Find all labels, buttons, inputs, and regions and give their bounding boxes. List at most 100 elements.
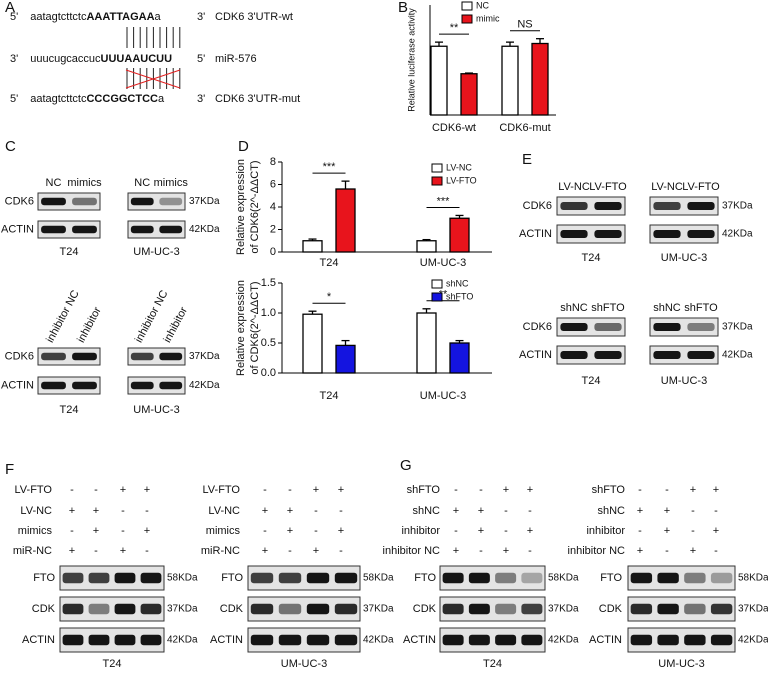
lane-label: mimics bbox=[154, 177, 189, 189]
row-label: FTO bbox=[221, 572, 243, 584]
blot-band bbox=[653, 323, 681, 331]
lane-label: NC bbox=[46, 177, 62, 189]
strand-end: 5' bbox=[197, 53, 205, 65]
condition-sign: - bbox=[121, 505, 125, 517]
bar bbox=[531, 42, 549, 116]
row-label: CDK6 bbox=[523, 200, 552, 212]
condition-sign: - bbox=[454, 525, 458, 537]
condition-sign: - bbox=[504, 525, 508, 537]
size-label: 37KDa bbox=[722, 322, 753, 333]
cell-line-label: T24 bbox=[103, 658, 122, 670]
mismatch-cross bbox=[125, 69, 181, 89]
lane-label: mimics bbox=[67, 177, 102, 189]
y-axis-label: Relative expression bbox=[235, 159, 247, 255]
condition-sign: + bbox=[93, 525, 99, 537]
condition-label: mimics bbox=[206, 525, 241, 537]
condition-sign: + bbox=[313, 484, 319, 496]
condition-sign: + bbox=[637, 545, 643, 557]
blot-band bbox=[278, 634, 302, 646]
blot-membrane bbox=[37, 220, 101, 239]
x-tick-label: T24 bbox=[320, 390, 339, 402]
blot-membrane bbox=[37, 347, 101, 366]
blot-membrane bbox=[556, 345, 626, 365]
blot-membrane bbox=[127, 192, 186, 211]
row-label: ACTIN bbox=[403, 634, 436, 646]
condition-sign: + bbox=[713, 484, 719, 496]
condition-label: shFTO bbox=[407, 484, 441, 496]
sequence: aatagtcttctc bbox=[30, 93, 87, 105]
x-tick-label: CDK6-mut bbox=[499, 122, 550, 134]
condition-sign: - bbox=[454, 484, 458, 496]
blot-band bbox=[72, 381, 97, 390]
condition-sign: - bbox=[691, 505, 695, 517]
sequence-name: CDK6 3'UTR-mut bbox=[215, 93, 300, 105]
binding-site: CCCGGCTCC bbox=[86, 93, 158, 105]
condition-sign: - bbox=[528, 505, 532, 517]
condition-sign: + bbox=[478, 525, 484, 537]
row-label: ACTIN bbox=[1, 379, 34, 391]
bar bbox=[302, 313, 323, 374]
legend-swatch bbox=[431, 279, 443, 289]
blot-band bbox=[594, 202, 622, 210]
size-label: 42KDa bbox=[363, 635, 394, 646]
condition-sign: + bbox=[713, 525, 719, 537]
binding-site: AAATTAGAA bbox=[86, 11, 154, 23]
size-label: 42KDa bbox=[722, 229, 753, 240]
condition-label: LV-FTO bbox=[203, 484, 241, 496]
condition-sign: + bbox=[69, 505, 75, 517]
condition-sign: + bbox=[527, 525, 533, 537]
blot-membrane bbox=[649, 345, 719, 365]
blot-membrane bbox=[556, 317, 626, 337]
blot-band bbox=[653, 351, 681, 359]
legend-label: LV-NC bbox=[446, 162, 472, 172]
condition-sign: + bbox=[527, 484, 533, 496]
condition-sign: + bbox=[144, 484, 150, 496]
blot-band bbox=[159, 225, 183, 234]
blot-membrane bbox=[127, 347, 186, 366]
condition-label: LV-NC bbox=[20, 505, 52, 517]
cell-line-label: UM-UC-3 bbox=[133, 404, 179, 416]
legend-label: LV-FTO bbox=[446, 175, 477, 185]
blot-band bbox=[250, 603, 274, 615]
condition-label: LV-FTO bbox=[15, 484, 53, 496]
condition-sign: + bbox=[120, 545, 126, 557]
binding-site: UUUAAUCUU bbox=[101, 53, 173, 65]
lane-label: shFTO bbox=[684, 302, 718, 314]
blot-band bbox=[442, 603, 464, 615]
significance-label: *** bbox=[323, 161, 337, 173]
blot-band bbox=[657, 572, 679, 584]
y-tick-label: 4 bbox=[270, 201, 276, 213]
lane-label: LV-FTO bbox=[682, 181, 720, 193]
blot-band bbox=[41, 225, 66, 234]
bar bbox=[430, 45, 448, 116]
condition-label: shNC bbox=[412, 505, 440, 517]
lane-label: NC bbox=[134, 177, 150, 189]
blot-band bbox=[334, 634, 358, 646]
size-label: 37KDa bbox=[722, 201, 753, 212]
condition-sign: - bbox=[314, 505, 318, 517]
condition-label: miR-NC bbox=[201, 545, 240, 557]
blot-band bbox=[114, 603, 136, 615]
lane-label: inhibitor bbox=[161, 305, 190, 345]
blot-band bbox=[88, 634, 110, 646]
condition-sign: - bbox=[479, 545, 483, 557]
blot-band bbox=[468, 572, 490, 584]
row-label: FTO bbox=[414, 572, 436, 584]
blot-membrane bbox=[649, 224, 719, 244]
blot-band bbox=[495, 634, 517, 646]
blot-band bbox=[468, 603, 490, 615]
blot-band bbox=[62, 572, 84, 584]
row-label: CDK bbox=[413, 603, 437, 615]
cell-line-label: T24 bbox=[60, 404, 79, 416]
bar bbox=[460, 73, 478, 116]
condition-sign: - bbox=[288, 484, 292, 496]
blot-membrane bbox=[556, 224, 626, 244]
condition-sign: - bbox=[714, 505, 718, 517]
legend-swatch bbox=[461, 1, 473, 11]
condition-sign: + bbox=[503, 545, 509, 557]
row-label: FTO bbox=[33, 572, 55, 584]
panel-label: F bbox=[5, 461, 14, 478]
blot-band bbox=[72, 352, 97, 361]
y-tick-label: 1.5 bbox=[261, 277, 276, 289]
